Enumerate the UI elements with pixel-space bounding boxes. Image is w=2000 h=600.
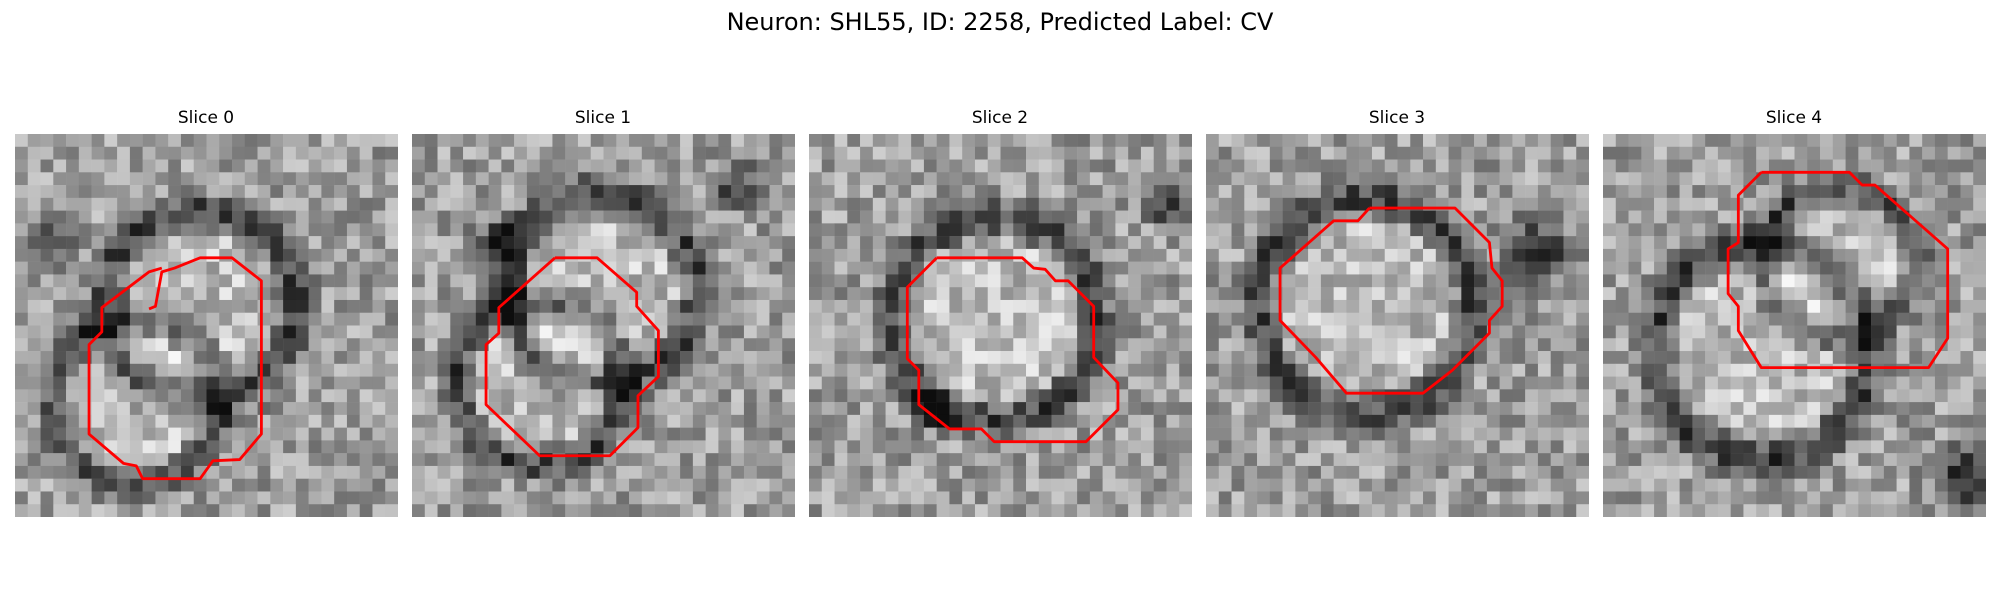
slice-2-title: Slice 2 xyxy=(810,108,1190,128)
slice-3-pixels xyxy=(1206,134,1589,517)
slice-0-image xyxy=(15,134,398,517)
slice-0-canvas xyxy=(15,134,398,517)
slice-1-pixels xyxy=(412,134,795,517)
slice-1-title: Slice 1 xyxy=(413,108,793,128)
figure-title: Neuron: SHL55, ID: 2258, Predicted Label… xyxy=(0,8,2000,36)
slice-4-image xyxy=(1603,134,1986,517)
slice-2-pixels xyxy=(809,134,1192,517)
slice-4-canvas xyxy=(1603,134,1986,517)
slice-0-title: Slice 0 xyxy=(16,108,396,128)
slice-0-pixels xyxy=(15,134,398,517)
slice-1-canvas xyxy=(412,134,795,517)
slice-3-canvas xyxy=(1206,134,1589,517)
slice-4-title: Slice 4 xyxy=(1604,108,1984,128)
slice-2-image xyxy=(809,134,1192,517)
slice-1-image xyxy=(412,134,795,517)
slice-3-image xyxy=(1206,134,1589,517)
slice-4-pixels xyxy=(1603,134,1986,517)
slice-3-title: Slice 3 xyxy=(1207,108,1587,128)
slice-2-canvas xyxy=(809,134,1192,517)
